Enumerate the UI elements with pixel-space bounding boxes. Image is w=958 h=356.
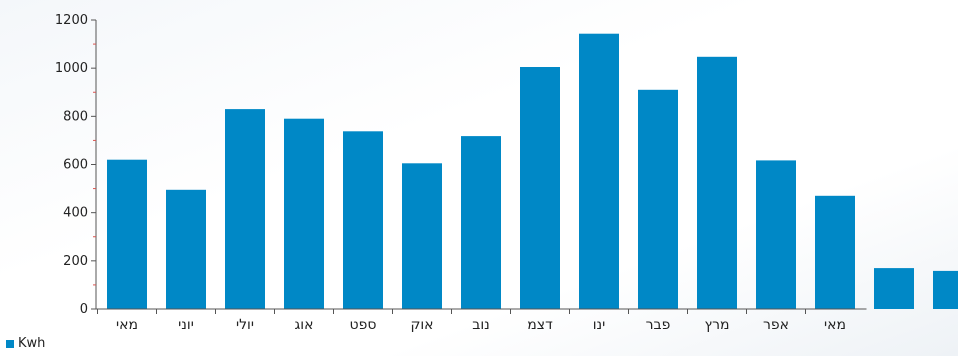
y-tick-label: 200: [63, 254, 88, 269]
labels-layer: 0 200 400 600 800 1000 1200 מאי יוני יולי אוג ספט או…: [55, 13, 846, 333]
bar: [579, 33, 619, 309]
x-tick-label: דצמ: [527, 317, 553, 333]
bar: [933, 270, 958, 309]
legend: Kwh: [6, 336, 45, 351]
y-tick-label: 800: [63, 109, 88, 124]
bar: [520, 67, 560, 309]
axes-layer: [91, 19, 867, 314]
bar: [343, 131, 383, 309]
x-tick-label: פבר: [646, 317, 671, 333]
bar: [874, 268, 914, 309]
bar: [461, 136, 501, 309]
bar: [402, 163, 442, 309]
x-tick-label: מאי: [116, 317, 138, 333]
bar: [815, 195, 855, 309]
bar: [225, 109, 265, 309]
bar: [166, 189, 206, 309]
y-tick-label: 0: [80, 302, 88, 317]
bar: [756, 160, 796, 309]
legend-swatch: [6, 339, 14, 348]
x-tick-label: אוק: [410, 317, 433, 333]
bar: [697, 56, 737, 309]
x-tick-label: נוב: [472, 317, 490, 333]
bars-layer: [107, 33, 958, 309]
x-tick-label: מאי: [824, 317, 846, 333]
y-tick-label: 1200: [55, 13, 88, 28]
bar: [107, 159, 147, 309]
legend-label: Kwh: [18, 336, 46, 351]
bar: [284, 118, 324, 309]
y-tick-label: 1000: [55, 61, 88, 76]
x-tick-label: אוג: [295, 317, 314, 333]
x-tick-label: יוני: [178, 317, 194, 333]
y-tick-label: 400: [63, 206, 88, 221]
y-tick-label: 600: [63, 158, 88, 173]
x-tick-label: ינו: [593, 317, 606, 333]
x-tick-label: יולי: [236, 317, 254, 333]
x-tick-label: אפר: [763, 317, 789, 333]
x-tick-label: מרץ: [705, 317, 730, 333]
x-tick-label: ספט: [350, 317, 377, 333]
bar: [638, 89, 678, 309]
